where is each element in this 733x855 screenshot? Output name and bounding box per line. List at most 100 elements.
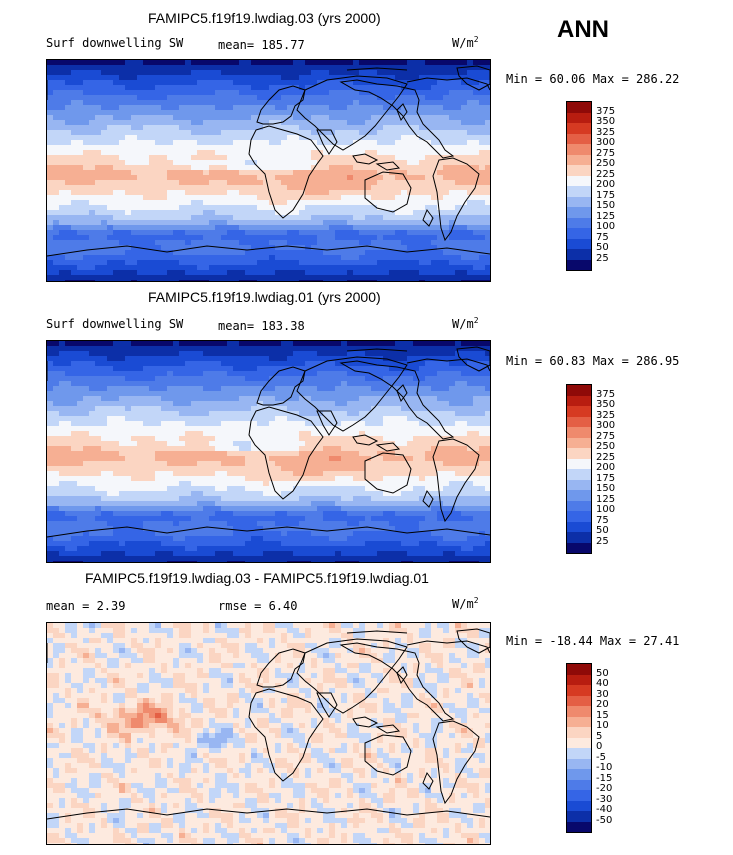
colorbar-tick-label: 30 [596,688,609,700]
colorbar-tick-label: 250 [596,441,616,452]
colorbar-swatch [567,490,591,501]
colorbar-swatch [567,123,591,134]
colorbar-swatch [567,228,591,239]
colorbar-swatch [567,186,591,197]
colorbar-tick-label: 100 [596,221,616,232]
panel3-map [46,622,491,845]
colorbar-tick-label: 225 [596,451,616,463]
colorbar-tick-label: -50 [596,814,613,826]
colorbar-tick-label: 40 [596,678,609,689]
panel3-rmse: rmse = 6.40 [218,599,298,613]
colorbar-tick-label: 375 [596,388,616,400]
colorbar-swatch [567,207,591,218]
colorbar-swatch [567,748,591,759]
colorbar-tick-label: 25 [596,535,609,547]
panel2-map [46,340,491,563]
panel2-units: W/m2 [452,316,479,331]
colorbar-tick-label: 250 [596,158,616,169]
colorbar-swatch [567,706,591,717]
panel2-title: FAMIPC5.f19f19.lwdiag.01 (yrs 2000) [148,289,381,305]
panel1-minmax: Min = 60.06 Max = 286.22 [506,72,680,86]
colorbar-swatch [567,500,591,511]
colorbar-tick-label: -5 [596,751,606,763]
colorbar-tick-label: -30 [596,793,613,805]
colorbar-tick-label: 5 [596,730,603,742]
colorbar-swatch [567,521,591,532]
colorbar-tick-label: -15 [596,772,613,784]
colorbar-tick-label: 75 [596,514,609,526]
panel2-colorbar [566,384,592,554]
colorbar-swatch [567,238,591,249]
panel1-title: FAMIPC5.f19f19.lwdiag.03 (yrs 2000) [148,10,381,26]
panel3-mean: mean = 2.39 [46,599,126,613]
colorbar-tick-label: 350 [596,399,616,410]
colorbar-swatch [567,416,591,427]
colorbar-swatch [567,664,591,675]
colorbar-tick-label: 10 [596,720,609,731]
colorbar-swatch [567,800,591,811]
colorbar-swatch [567,811,591,822]
panel2-mean: mean= 183.38 [218,319,305,333]
panel1-var-label: Surf downwelling SW [46,36,184,50]
colorbar-tick-label: 175 [596,472,616,484]
panel2-colorbar-ticks: 375 350 325 300 275 250 225 200 175 150 125 100 75 50… [596,384,626,552]
colorbar-tick-label: 275 [596,430,616,442]
colorbar-swatch [567,469,591,480]
colorbar-tick-label: 0 [596,741,603,752]
colorbar-tick-label: 175 [596,189,616,201]
panel1-map-svg [47,60,490,281]
panel1-colorbar-ticks: 375 350 325 300 275 250 225 200 175 150 125 100 75 50… [596,101,626,269]
colorbar-swatch [567,259,591,270]
colorbar-swatch [567,217,591,228]
colorbar-swatch [567,532,591,543]
colorbar-tick-label: 375 [596,105,616,117]
colorbar-swatch [567,196,591,207]
colorbar-swatch [567,758,591,769]
colorbar-swatch [567,165,591,176]
colorbar-swatch [567,727,591,738]
colorbar-tick-label: 275 [596,147,616,159]
panel3-units: W/m2 [452,596,479,611]
colorbar-tick-label: 50 [596,667,609,679]
colorbar-swatch [567,154,591,165]
colorbar-tick-label: 100 [596,504,616,515]
colorbar-swatch [567,790,591,801]
panel1-mean: mean= 185.77 [218,38,305,52]
colorbar-tick-label: 300 [596,137,616,148]
colorbar-tick-label: 325 [596,409,616,421]
colorbar-swatch [567,716,591,727]
colorbar-swatch [567,769,591,780]
panel3-map-svg [47,623,490,844]
colorbar-swatch [567,511,591,522]
panel3-minmax: Min = -18.44 Max = 27.41 [506,634,680,648]
colorbar-swatch [567,102,591,113]
colorbar-tick-label: -40 [596,804,613,815]
colorbar-swatch [567,448,591,459]
colorbar-swatch [567,674,591,685]
colorbar-swatch [567,695,591,706]
colorbar-tick-label: 75 [596,231,609,243]
colorbar-tick-label: -20 [596,783,613,794]
panel3-colorbar [566,663,592,833]
colorbar-tick-label: 150 [596,200,616,211]
colorbar-tick-label: 325 [596,126,616,138]
colorbar-swatch [567,458,591,469]
colorbar-tick-label: 25 [596,252,609,264]
colorbar-tick-label: 200 [596,462,616,473]
colorbar-swatch [567,249,591,260]
colorbar-swatch [567,144,591,155]
colorbar-tick-label: 225 [596,168,616,180]
colorbar-swatch [567,395,591,406]
colorbar-swatch [567,175,591,186]
colorbar-swatch [567,737,591,748]
season-label: ANN [557,16,609,43]
colorbar-tick-label: 15 [596,709,609,721]
colorbar-swatch [567,479,591,490]
colorbar-tick-label: 350 [596,116,616,127]
colorbar-tick-label: 20 [596,699,609,710]
colorbar-tick-label: 200 [596,179,616,190]
colorbar-tick-label: -10 [596,762,613,773]
panel3-colorbar-ticks: 50 40 30 20 15 10 5 0 -5 -10 -15 -20 -30 -40 -50 [596,663,626,831]
panel2-map-svg [47,341,490,562]
panel1-colorbar [566,101,592,271]
